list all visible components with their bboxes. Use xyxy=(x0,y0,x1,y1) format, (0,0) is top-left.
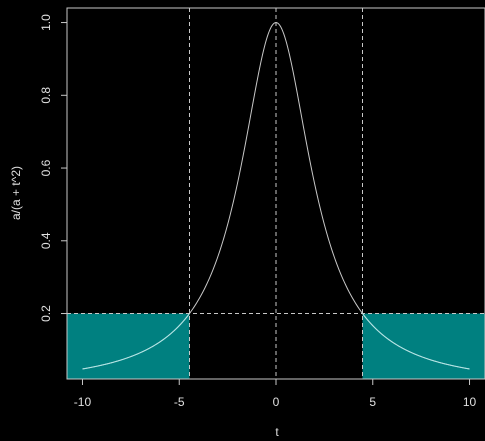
reference-lines xyxy=(67,8,485,379)
shaded-region-2 xyxy=(362,313,485,379)
x-tick-label-5: 10 xyxy=(463,395,477,409)
shaded-region-1 xyxy=(67,313,190,379)
series-curve-in-shade xyxy=(82,313,470,370)
x-tick-label-4: 5 xyxy=(369,395,376,409)
x-axis-label: t xyxy=(275,425,279,439)
x-tick-label-3: 0 xyxy=(273,395,280,409)
y-tick-label-4: 0.8 xyxy=(39,87,53,104)
y-axis-label: a/(a + t^2) xyxy=(9,166,23,220)
y-tick-label-1: 0.2 xyxy=(39,305,53,322)
y-tick-label-3: 0.6 xyxy=(39,159,53,176)
y-tick-label-2: 0.4 xyxy=(39,232,53,249)
axes: -10 -5 0 5 10 0.2 0.4 0.6 0.8 1.0 xyxy=(39,7,485,409)
x-tick-label-1: -10 xyxy=(74,395,92,409)
y-tick-label-5: 1.0 xyxy=(39,14,53,31)
x-tick-label-2: -5 xyxy=(174,395,185,409)
